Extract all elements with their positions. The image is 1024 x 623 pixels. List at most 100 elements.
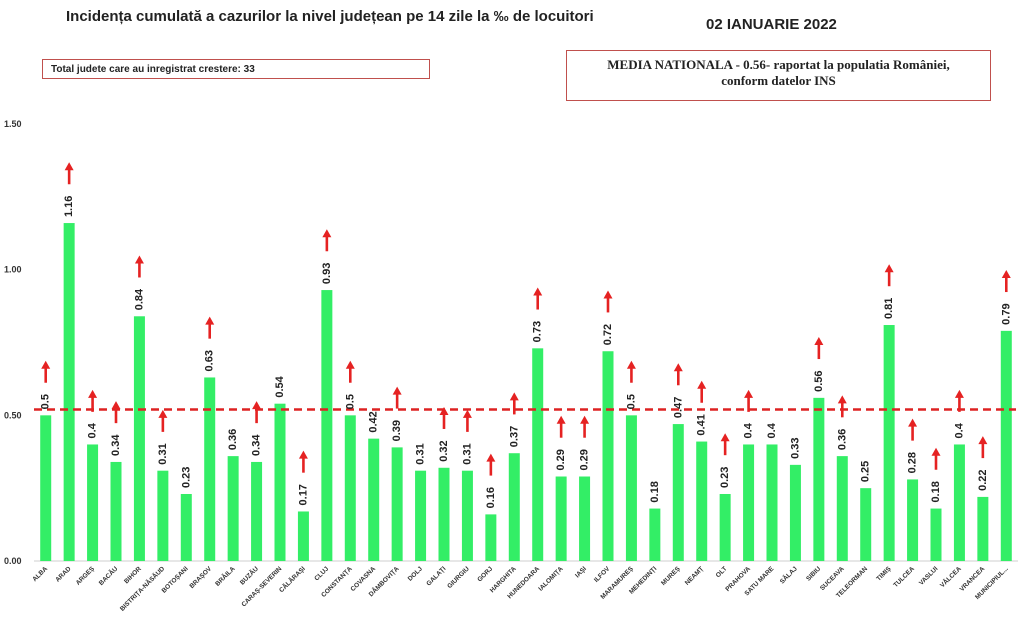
increase-arrow-icon	[814, 337, 824, 360]
data-label: 0.4	[87, 422, 99, 438]
data-label: 0.34	[251, 434, 263, 456]
increase-arrow-icon	[556, 415, 566, 438]
data-label: 0.39	[391, 420, 403, 441]
bar	[766, 444, 778, 561]
bar	[1000, 330, 1012, 561]
data-label: 0.81	[883, 298, 895, 319]
bar	[157, 470, 169, 561]
increase-arrow-icon	[41, 360, 51, 383]
increase-arrow-icon	[603, 290, 613, 313]
bar	[133, 316, 145, 561]
bar	[63, 223, 75, 561]
bar	[321, 290, 333, 561]
data-label: 0.79	[1000, 303, 1012, 324]
data-label: 0.37	[508, 426, 520, 447]
data-label: 0.4	[953, 422, 965, 438]
increase-arrow-icon	[720, 433, 730, 456]
bar	[977, 496, 989, 561]
bar	[625, 415, 637, 561]
bar	[743, 444, 755, 561]
increase-arrow-icon	[462, 409, 472, 432]
data-label: 0.73	[532, 321, 544, 342]
y-tick-label: 0.50	[4, 410, 22, 420]
bar	[649, 508, 661, 561]
data-label: 0.4	[743, 422, 755, 438]
data-label: 0.42	[368, 411, 380, 432]
data-label: 0.56	[813, 370, 825, 391]
y-tick-label: 1.50	[4, 119, 22, 129]
increase-arrow-icon	[88, 389, 98, 412]
x-tick-label: BRAȘOV	[189, 565, 214, 590]
national-average-line1: MEDIA NATIONALA - 0.56- raportat la popu…	[607, 57, 950, 72]
bar	[297, 511, 309, 561]
increase-arrow-icon	[673, 363, 683, 386]
x-tick-label: BUZĂU	[238, 564, 261, 587]
bars	[40, 223, 1012, 561]
bar	[180, 493, 192, 561]
data-label: 0.84	[133, 288, 145, 310]
x-tick-label: BACĂU	[96, 564, 119, 587]
chart-date: 02 IANUARIE 2022	[706, 16, 837, 33]
data-label: 0.23	[180, 467, 192, 488]
bar	[368, 438, 380, 561]
y-axis: 0.00 0.50 1.00 1.50	[4, 119, 1018, 566]
x-tick-label: SĂLAJ	[777, 564, 799, 586]
bar	[719, 493, 731, 561]
increase-arrow-icon	[486, 453, 496, 476]
x-tick-label: DOLJ	[407, 565, 424, 582]
data-label: 0.36	[227, 429, 239, 450]
increase-arrow-icon	[626, 360, 636, 383]
data-label: 0.34	[110, 434, 122, 456]
increase-arrow-icon	[954, 389, 964, 412]
data-label: 0.33	[789, 437, 801, 458]
data-label: 0.41	[696, 414, 708, 435]
bar	[953, 444, 965, 561]
x-tick-label: VÂLCEA	[938, 564, 963, 589]
bar	[227, 456, 239, 561]
increase-count-box: Total judete care au inregistrat crester…	[42, 59, 430, 79]
bar	[930, 508, 942, 561]
data-label: 0.4	[766, 422, 778, 438]
bar	[461, 470, 473, 561]
increase-arrows	[41, 162, 1011, 476]
x-tick-label: ARGEȘ	[75, 565, 97, 587]
increase-arrow-icon	[345, 360, 355, 383]
increase-arrow-icon	[252, 401, 262, 424]
x-tick-label: ILFOV	[593, 565, 612, 584]
increase-arrow-icon	[931, 447, 941, 470]
x-tick-label: TIMIȘ	[875, 565, 893, 583]
increase-arrow-icon	[580, 415, 590, 438]
x-tick-label: IAȘI	[574, 565, 588, 579]
x-tick-label: GALAȚI	[425, 565, 447, 587]
bar	[40, 415, 52, 561]
bar	[251, 461, 263, 561]
bar	[391, 447, 403, 561]
increase-arrow-icon	[439, 406, 449, 429]
bar	[485, 514, 497, 561]
data-label: 0.32	[438, 440, 450, 461]
bar	[602, 351, 614, 561]
bar	[860, 488, 872, 561]
data-label: 0.18	[649, 481, 661, 502]
data-label: 0.31	[157, 443, 169, 464]
data-label: 0.5	[344, 394, 356, 409]
x-tick-label: BRĂILA	[213, 564, 237, 588]
bar	[907, 479, 919, 561]
x-tick-label: ARAD	[54, 565, 72, 583]
national-average-line2: conform datelor INS	[721, 73, 836, 88]
data-label: 0.29	[579, 449, 591, 470]
bar	[789, 464, 801, 561]
data-label: 0.54	[274, 375, 286, 397]
data-labels: 0.5 1.16 0.4 0.34 0.84 0.31 0.23 0.63 0.36 0.34 0.…	[40, 196, 1013, 509]
bar	[696, 441, 708, 561]
bar	[438, 467, 450, 561]
increase-arrow-icon	[64, 162, 74, 185]
bar	[204, 377, 216, 561]
data-label: 0.22	[977, 469, 989, 490]
bar	[579, 476, 591, 561]
bar	[672, 424, 684, 561]
x-tick-label: CARAȘ-SEVERIN	[240, 565, 283, 608]
x-axis: ALBA ARAD ARGEȘ BACĂU BIHORBISTRIȚA-NĂSĂUDBO…	[31, 564, 1009, 613]
bar	[508, 453, 520, 561]
x-tick-label: BIHOR	[123, 565, 143, 585]
